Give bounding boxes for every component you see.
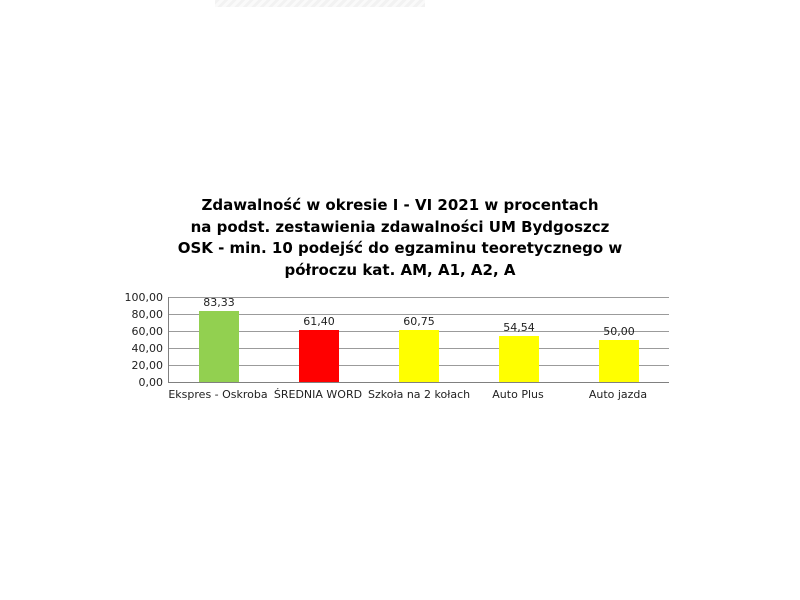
chart-title-line-2: na podst. zestawienia zdawalności UM Byd… [190,217,610,236]
bar-value-label: 54,54 [503,320,535,334]
x-category-label: Auto jazda [588,388,648,401]
bar-value-label: 60,75 [403,315,435,329]
chart-title: Zdawalność w okresie I - VI 2021 w proce… [100,195,700,281]
chart-title-line-4: półroczu kat. AM, A1, A2, A [284,260,516,279]
chart-title-line-3: OSK - min. 10 podejść do egzaminu teoret… [177,239,623,257]
y-tick-label: 100,00 [124,291,164,304]
bar [599,339,639,382]
chart-title-line-1: Zdawalność w okresie I - VI 2021 w proce… [201,196,599,214]
y-tick-label: 60,00 [131,325,164,338]
redacted-artifact [215,0,425,7]
x-category-label: Ekspres - Oskroba [168,388,268,401]
plot-area: 83,33 61,40 60,75 54,54 50,00 [168,296,669,383]
x-category-label: Szkoła na 2 kołach [368,388,471,401]
x-category-label: ŚREDNIA WORD [273,388,363,401]
bar-value-label: 50,00 [603,324,635,338]
bar [499,335,539,382]
y-tick-label: 80,00 [131,308,164,321]
bar-value-label: 61,40 [303,314,335,328]
bar [199,311,239,382]
y-tick-label: 20,00 [131,359,164,372]
y-tick-label: 40,00 [131,342,164,355]
bar [299,329,339,382]
bar [399,330,439,382]
y-axis: 0,00 20,00 40,00 60,00 80,00 100,00 [0,291,164,389]
gridline [169,314,669,315]
y-tick-label: 0,00 [138,376,164,389]
gridline [169,297,669,298]
x-axis: Ekspres - Oskroba ŚREDNIA WORD Szkoła na 2… [168,388,668,404]
x-category-label: Auto Plus [492,388,544,401]
bar-value-label: 83,33 [203,296,235,310]
